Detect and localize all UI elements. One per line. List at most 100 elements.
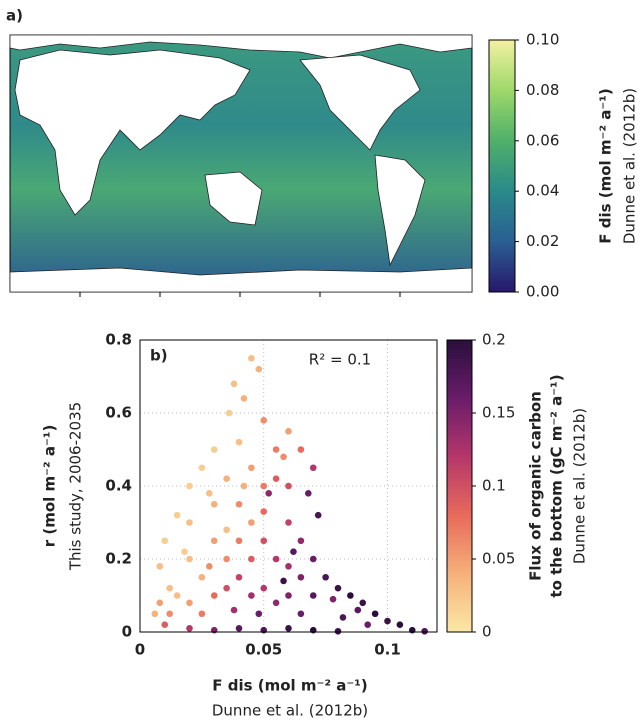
colorbar-label: F dis (mol m⁻² a⁻¹) [597,88,615,243]
point [396,621,404,628]
point [248,592,255,599]
point [305,490,312,497]
point [297,537,305,545]
point [297,610,305,618]
colorbar-tick-label: 0.08 [526,81,559,99]
point [235,537,243,545]
y-tick-label: 0 [122,623,132,641]
colorbar-tick-label: 0.2 [482,331,506,349]
point [225,409,233,417]
point [285,427,292,435]
point [198,610,206,618]
point [206,490,213,497]
point [309,464,317,472]
point [181,548,188,555]
point [290,548,297,555]
colorbar-sublabel: Dunne et al. (2012b) [621,88,639,244]
point [334,584,342,592]
colorbar-tick-label: 0.05 [482,550,515,568]
point [230,380,238,388]
point [210,500,218,508]
plot-frame [139,339,438,633]
point [339,614,347,621]
point [371,610,379,618]
point [329,595,337,603]
point [272,555,280,563]
colorbar-tick-label: 0.15 [482,404,515,422]
point [260,417,268,424]
point [272,599,280,607]
colorbar-tick-label: 0 [482,623,492,641]
colorbar-label: to the bottom (gC m⁻² a⁻¹) [548,374,566,597]
map-ticks [79,292,401,297]
point [265,490,273,497]
x-tick-label: 0.05 [245,641,282,659]
point [235,500,243,508]
point [235,573,243,581]
annotation: R² = 0.1 [309,351,371,369]
continents [9,34,473,293]
point [384,617,391,625]
x-tick-label: 0.1 [374,641,401,659]
point [248,354,255,362]
point [260,508,268,515]
colorbar-tick-label: 0.02 [526,232,559,250]
point [186,625,193,632]
point [166,610,173,618]
panel-label: a) [6,7,23,25]
point [255,610,263,618]
point [151,610,159,618]
scatter-panel: b) R² = 0.1 F dis (mol m⁻² a⁻¹) Dunne et… [41,339,438,720]
point [421,627,428,635]
colorbar [488,39,516,293]
colorbar-sublabel: Dunne et al. (2012b) [571,408,589,564]
y-tick-label: 0.6 [105,404,132,422]
point [280,577,287,585]
point [166,584,173,592]
point [161,537,169,545]
point [314,511,322,519]
point [285,563,292,570]
point [280,453,287,461]
colorbar-tick-label: 0.04 [526,182,559,200]
point [206,563,213,570]
point [230,606,238,614]
point [364,621,372,628]
colorbar-label: Flux of organic carbon [527,391,545,581]
point [297,446,305,453]
point [210,537,218,545]
point [347,592,354,599]
point [173,511,181,519]
point [223,526,230,534]
colorbar-tick-label: 0.1 [482,477,506,495]
point [240,395,248,402]
map-panel: a) [6,7,473,297]
point [210,592,218,599]
point [285,625,292,632]
x-tick-label: 0 [135,641,145,659]
y-axis-label: r (mol m⁻² a⁻¹) [41,425,59,548]
point [186,599,193,607]
point [240,482,248,490]
y-tick-label: 0.2 [105,550,132,568]
colorbar-tick-label: 0.00 [526,283,559,301]
point [260,584,268,592]
point [248,555,255,563]
point [223,584,230,592]
point [161,621,169,628]
panel-label: b) [150,347,168,365]
point [198,573,206,581]
y-tick-label: 0.8 [105,331,132,349]
point [260,482,268,490]
point [186,482,193,490]
point [223,555,230,563]
point [309,555,317,563]
point [322,573,329,581]
point [354,606,362,614]
point [272,446,280,453]
point [235,625,243,632]
y-axis-sublabel: This study, 2006-2035 [67,402,85,571]
point [272,475,280,483]
point [285,592,292,599]
